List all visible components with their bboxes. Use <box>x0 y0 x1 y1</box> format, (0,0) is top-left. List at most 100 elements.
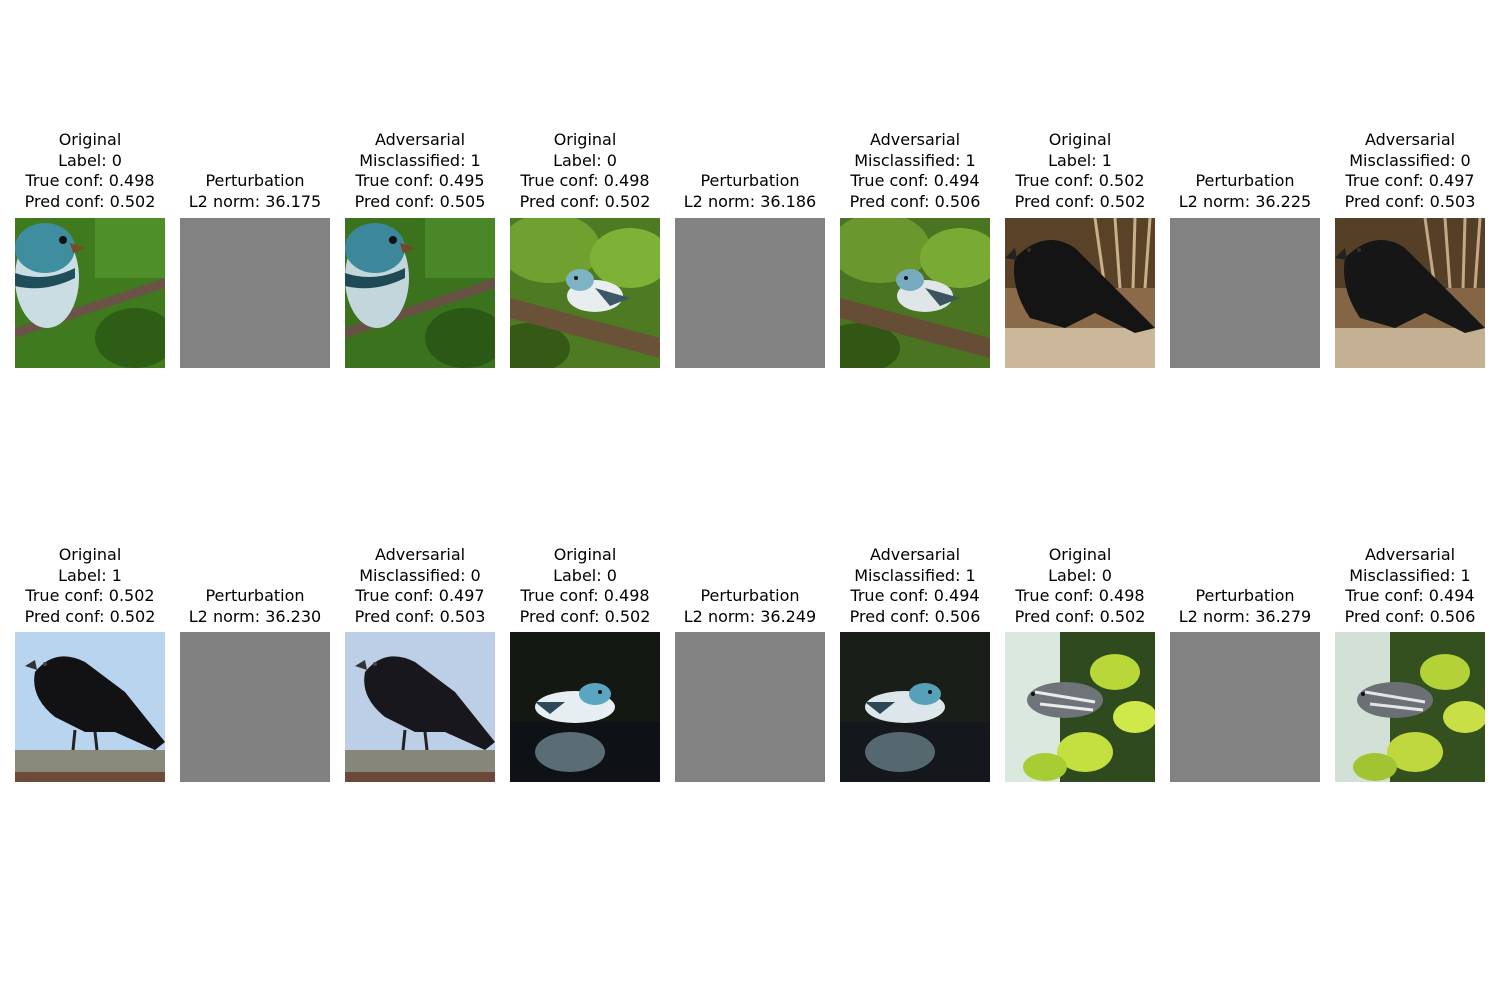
caption-r0-g1-perturbation: Perturbation L2 norm: 36.186 <box>655 171 845 212</box>
caption-label: Label: 0 <box>58 150 122 170</box>
caption-label: Misclassified: 0 <box>1349 150 1471 170</box>
caption-true-conf: True conf: 0.502 <box>1015 171 1145 191</box>
caption-pred-conf: Pred conf: 0.502 <box>24 606 156 626</box>
caption-true-conf: True conf: 0.498 <box>520 586 650 606</box>
caption-r1-g0-original: Original Label: 1 True conf: 0.502 Pred … <box>0 545 185 627</box>
caption-r0-g1-original: Original Label: 0 True conf: 0.498 Pred … <box>490 130 680 212</box>
caption-pred-conf: Pred conf: 0.506 <box>849 191 981 211</box>
caption-r0-g0-original: Original Label: 0 True conf: 0.498 Pred … <box>0 130 185 212</box>
image-r0-g0-perturbation <box>180 218 330 368</box>
caption-title: Perturbation <box>700 586 800 606</box>
caption-r0-g0-perturbation: Perturbation L2 norm: 36.175 <box>160 171 350 212</box>
caption-title: Perturbation <box>1195 586 1295 606</box>
blue-bird-on-branch-image <box>15 218 165 368</box>
noise-image <box>675 632 825 782</box>
noise-image <box>675 218 825 368</box>
image-r0-g2-perturbation <box>1170 218 1320 368</box>
caption-pred-conf: Pred conf: 0.505 <box>354 191 486 211</box>
image-r0-g2-original <box>1005 218 1155 368</box>
crow-on-straw-noisy-image <box>1335 218 1485 368</box>
caption-true-conf: True conf: 0.502 <box>25 586 155 606</box>
caption-true-conf: True conf: 0.494 <box>850 586 980 606</box>
caption-r1-g1-perturbation: Perturbation L2 norm: 36.249 <box>655 586 845 627</box>
caption-true-conf: True conf: 0.494 <box>850 171 980 191</box>
caption-l2-norm: L2 norm: 36.225 <box>1178 191 1312 211</box>
caption-true-conf: True conf: 0.494 <box>1345 586 1475 606</box>
image-r1-g2-original <box>1005 632 1155 782</box>
blue-bird-on-branch-noisy-image <box>345 218 495 368</box>
caption-pred-conf: Pred conf: 0.506 <box>849 606 981 626</box>
caption-r0-g2-adversarial: Adversarial Misclassified: 0 True conf: … <box>1315 130 1500 212</box>
crow-on-fence-noisy-image <box>345 632 495 782</box>
caption-label: Misclassified: 1 <box>854 565 976 585</box>
caption-pred-conf: Pred conf: 0.502 <box>519 606 651 626</box>
warbler-at-water-noisy-image <box>840 632 990 782</box>
caption-title: Adversarial <box>869 545 961 564</box>
caption-label: Label: 0 <box>1048 565 1112 585</box>
noise-image <box>180 632 330 782</box>
caption-title: Perturbation <box>1195 171 1295 191</box>
caption-pred-conf: Pred conf: 0.502 <box>1014 606 1146 626</box>
caption-label: Misclassified: 0 <box>359 565 481 585</box>
image-r1-g0-adversarial <box>345 632 495 782</box>
caption-true-conf: True conf: 0.498 <box>25 171 155 191</box>
caption-pred-conf: Pred conf: 0.503 <box>1344 191 1476 211</box>
caption-label: Label: 1 <box>58 565 122 585</box>
image-r0-g0-adversarial <box>345 218 495 368</box>
caption-title: Original <box>553 130 617 149</box>
image-r1-g2-adversarial <box>1335 632 1485 782</box>
caption-label: Label: 0 <box>553 150 617 170</box>
caption-r0-g0-adversarial: Adversarial Misclassified: 1 True conf: … <box>325 130 515 212</box>
caption-l2-norm: L2 norm: 36.175 <box>188 191 322 211</box>
caption-title: Original <box>553 545 617 564</box>
caption-r1-g0-perturbation: Perturbation L2 norm: 36.230 <box>160 586 350 627</box>
caption-r1-g2-original: Original Label: 0 True conf: 0.498 Pred … <box>985 545 1175 627</box>
caption-title: Original <box>1048 130 1112 149</box>
caption-title: Adversarial <box>374 130 466 149</box>
caption-title: Adversarial <box>869 130 961 149</box>
noise-image <box>1170 632 1320 782</box>
warbler-in-leaves-noisy-image <box>1335 632 1485 782</box>
noise-image <box>180 218 330 368</box>
warbler-on-branch-noisy-image <box>840 218 990 368</box>
caption-l2-norm: L2 norm: 36.230 <box>188 606 322 626</box>
crow-on-straw-image <box>1005 218 1155 368</box>
caption-label: Label: 1 <box>1048 150 1112 170</box>
caption-r0-g1-adversarial: Adversarial Misclassified: 1 True conf: … <box>820 130 1010 212</box>
caption-r1-g1-original: Original Label: 0 True conf: 0.498 Pred … <box>490 545 680 627</box>
warbler-on-branch-image <box>510 218 660 368</box>
caption-true-conf: True conf: 0.495 <box>355 171 485 191</box>
warbler-in-leaves-image <box>1005 632 1155 782</box>
caption-title: Adversarial <box>374 545 466 564</box>
caption-title: Perturbation <box>205 171 305 191</box>
caption-r0-g2-original: Original Label: 1 True conf: 0.502 Pred … <box>985 130 1175 212</box>
image-r0-g1-adversarial <box>840 218 990 368</box>
caption-pred-conf: Pred conf: 0.502 <box>519 191 651 211</box>
caption-r1-g2-perturbation: Perturbation L2 norm: 36.279 <box>1150 586 1340 627</box>
image-r1-g1-original <box>510 632 660 782</box>
caption-label: Misclassified: 1 <box>854 150 976 170</box>
caption-title: Adversarial <box>1364 545 1456 564</box>
caption-pred-conf: Pred conf: 0.503 <box>354 606 486 626</box>
caption-l2-norm: L2 norm: 36.186 <box>683 191 817 211</box>
image-r0-g1-perturbation <box>675 218 825 368</box>
image-r1-g2-perturbation <box>1170 632 1320 782</box>
image-r1-g1-adversarial <box>840 632 990 782</box>
image-r0-g0-original <box>15 218 165 368</box>
caption-true-conf: True conf: 0.497 <box>1345 171 1475 191</box>
image-r1-g0-perturbation <box>180 632 330 782</box>
caption-title: Perturbation <box>205 586 305 606</box>
caption-pred-conf: Pred conf: 0.506 <box>1344 606 1476 626</box>
caption-pred-conf: Pred conf: 0.502 <box>24 191 156 211</box>
crow-on-fence-image <box>15 632 165 782</box>
image-r0-g2-adversarial <box>1335 218 1485 368</box>
caption-r1-g0-adversarial: Adversarial Misclassified: 0 True conf: … <box>325 545 515 627</box>
caption-label: Label: 0 <box>553 565 617 585</box>
caption-label: Misclassified: 1 <box>359 150 481 170</box>
caption-title: Original <box>1048 545 1112 564</box>
noise-image <box>1170 218 1320 368</box>
caption-l2-norm: L2 norm: 36.249 <box>683 606 817 626</box>
image-r1-g1-perturbation <box>675 632 825 782</box>
caption-true-conf: True conf: 0.497 <box>355 586 485 606</box>
warbler-at-water-image <box>510 632 660 782</box>
